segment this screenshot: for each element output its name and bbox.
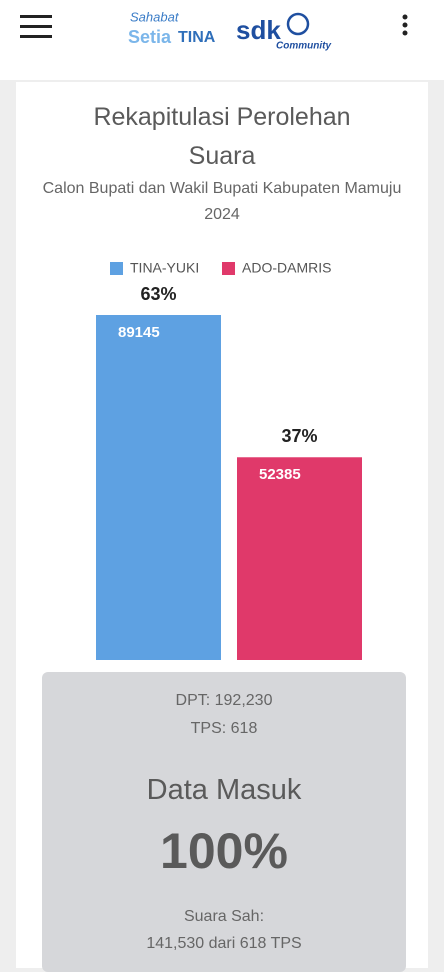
percent-label: 63% <box>140 284 176 304</box>
legend-label: TINA-YUKI <box>130 260 199 276</box>
logo-face <box>286 12 310 36</box>
legend-swatch <box>110 262 123 275</box>
value-label: 89145 <box>118 324 160 341</box>
legend-label: ADO-DAMRIS <box>242 260 331 276</box>
menu-line <box>20 35 52 38</box>
bar <box>237 457 362 660</box>
app-bar: Sahabat Setia TINA sdk Community <box>0 0 444 80</box>
more-button[interactable] <box>402 14 408 36</box>
valid-label: Suara Sah: <box>183 908 265 925</box>
stats-heading: Data Masuk <box>146 774 302 806</box>
percent-label: 37% <box>281 426 317 446</box>
stats-percent: 100% <box>160 823 288 879</box>
dot <box>402 22 408 28</box>
logo-text: Sahabat <box>130 9 180 24</box>
dpt: DPT: 192,230 <box>175 692 273 709</box>
app-bar-graphics: Sahabat Setia TINA sdk Community <box>20 9 408 52</box>
stats-panel: DPT: 192,230 TPS: 618 Data Masuk 100% Su… <box>42 672 406 972</box>
dot <box>402 30 408 36</box>
logo-text: TINA <box>178 29 216 46</box>
logo-sub: Community <box>276 41 331 52</box>
legend-swatch <box>222 262 235 275</box>
dot <box>402 14 408 20</box>
chart: TINA-YUKI 89145 63% ADO-DAMRIS 52385 37% <box>96 260 362 660</box>
logo-brand: sdk <box>236 15 281 45</box>
menu-line <box>20 15 52 18</box>
chart-subtitle: Calon Bupati dan Wakil Bupati Kabupaten … <box>42 180 402 223</box>
chart-title: Rekapitulasi Perolehan Suara <box>93 103 351 170</box>
tps: TPS: 618 <box>190 720 258 737</box>
bar <box>96 315 221 660</box>
value-label: 52385 <box>259 466 301 483</box>
logo-text: Setia <box>128 27 172 47</box>
valid-value: 141,530 dari 618 TPS <box>146 935 302 952</box>
menu-button[interactable] <box>20 15 52 38</box>
menu-line <box>20 25 52 28</box>
